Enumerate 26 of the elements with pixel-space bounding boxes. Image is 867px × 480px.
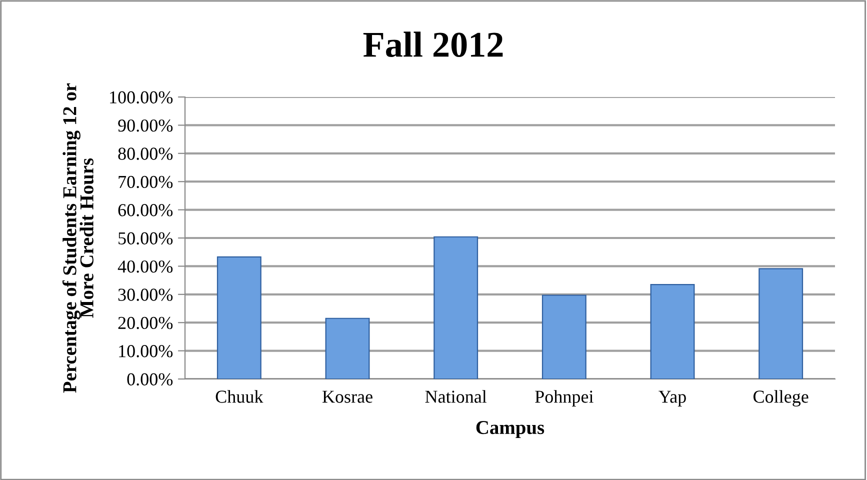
x-tick-label: Kosrae bbox=[322, 390, 372, 403]
y-tick-label: 90.00% bbox=[118, 119, 173, 132]
y-tick-label: 30.00% bbox=[118, 288, 173, 301]
y-tick-label: 60.00% bbox=[118, 204, 173, 216]
y-axis-title: Percentage of Students Earning 12 or More Credit Hours bbox=[62, 83, 94, 393]
bar bbox=[216, 256, 262, 379]
bar bbox=[325, 318, 370, 379]
bar bbox=[650, 284, 695, 379]
y-tick-label: 100.00% bbox=[110, 91, 173, 104]
y-tick-label: 0.00% bbox=[127, 373, 173, 386]
x-tick-label: College bbox=[753, 390, 808, 407]
x-axis-title: Campus bbox=[476, 421, 544, 438]
bar bbox=[758, 268, 804, 379]
x-tick-label: Pohnpei bbox=[535, 390, 594, 406]
x-tick-label: National bbox=[425, 390, 487, 403]
x-tick-label: Chuuk bbox=[216, 390, 264, 403]
y-tick-label: 80.00% bbox=[118, 148, 173, 160]
y-tick-label: 40.00% bbox=[118, 260, 173, 273]
y-tick-label: 50.00% bbox=[118, 232, 173, 245]
y-tick-label: 10.00% bbox=[119, 345, 173, 358]
x-tick-label: Yap bbox=[658, 390, 686, 406]
bar bbox=[434, 236, 478, 379]
y-tick-label: 70.00% bbox=[118, 176, 173, 188]
y-tick-label: 20.00% bbox=[118, 316, 173, 330]
bar bbox=[542, 294, 586, 379]
chart-title: Fall 2012 bbox=[363, 32, 503, 58]
